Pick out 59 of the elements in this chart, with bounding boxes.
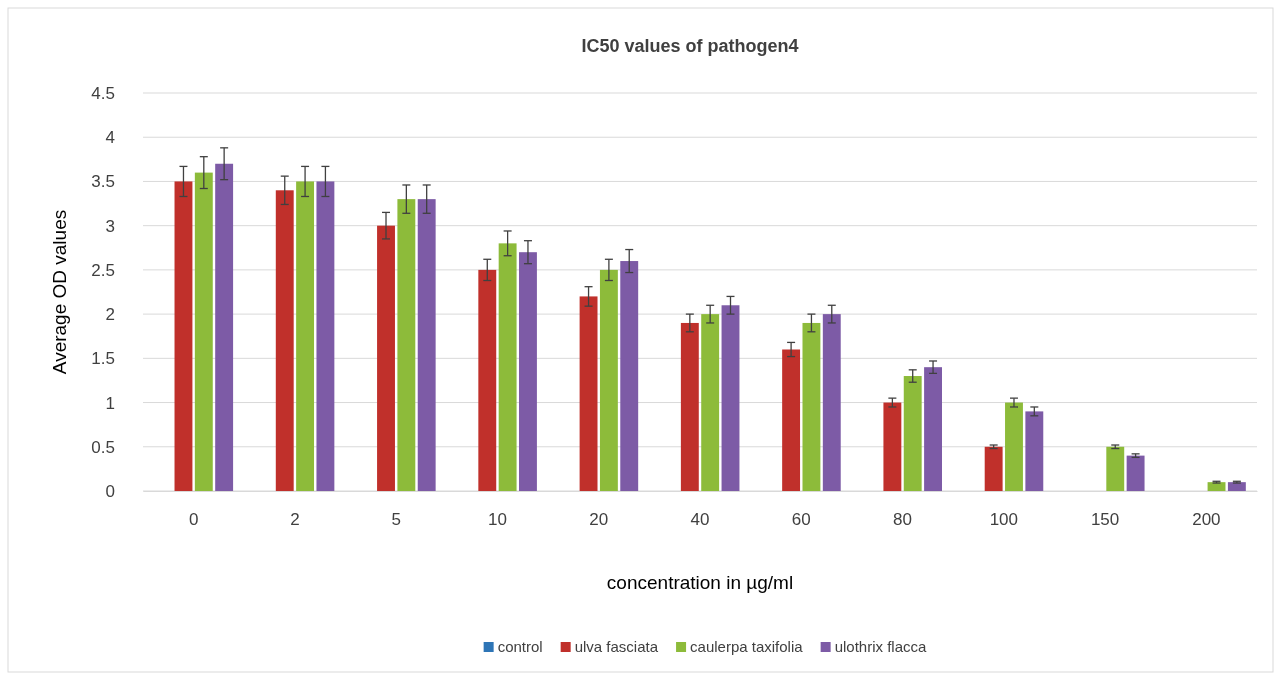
x-tick-label: 5	[391, 510, 401, 530]
chart-title: IC50 values of pathogen4	[581, 36, 799, 56]
bar	[1207, 482, 1226, 491]
bar	[519, 252, 537, 491]
bar	[903, 376, 922, 491]
x-tick-label: 200	[1192, 510, 1221, 530]
bar	[377, 225, 395, 491]
y-tick-label: 4.5	[91, 83, 115, 103]
bar	[1126, 455, 1145, 491]
bar	[802, 322, 821, 491]
y-tick-label: 0	[105, 481, 115, 501]
bar	[296, 181, 315, 491]
bar	[194, 172, 213, 491]
y-tick-label: 1.5	[91, 349, 115, 369]
legend-label: ulothrix flacca	[834, 638, 927, 655]
bar	[498, 243, 517, 491]
x-tick-label: 80	[893, 510, 913, 530]
bar	[417, 199, 436, 491]
bar	[397, 199, 416, 491]
bar	[721, 305, 740, 491]
x-tick-label: 150	[1090, 510, 1120, 530]
y-axis-title: Average OD values	[49, 209, 70, 375]
x-tick-label: 60	[791, 510, 811, 530]
bar	[215, 163, 234, 491]
legend-label: ulva fasciata	[574, 638, 659, 655]
y-tick-label: 2.5	[91, 260, 115, 280]
x-tick-label: 20	[589, 510, 609, 530]
x-tick-label: 40	[690, 510, 710, 530]
bar	[620, 261, 639, 491]
bar	[924, 367, 942, 491]
bar	[316, 181, 335, 491]
bar	[478, 269, 497, 491]
legend-label: caulerpa taxifolia	[690, 638, 804, 655]
y-tick-label: 3	[105, 216, 115, 236]
bar	[984, 446, 1003, 491]
bar	[701, 314, 720, 491]
bar	[599, 269, 618, 491]
y-tick-label: 2	[105, 305, 115, 325]
x-tick-label: 0	[188, 510, 199, 530]
bar	[822, 314, 841, 491]
x-axis-title: concentration in µg/ml	[606, 572, 794, 593]
bar	[1106, 446, 1125, 491]
bar	[782, 349, 801, 491]
y-tick-label: 1	[105, 393, 115, 413]
bar	[1005, 402, 1023, 491]
bar	[275, 190, 294, 491]
bar	[174, 181, 193, 491]
x-tick-label: 10	[487, 510, 507, 530]
x-tick-label: 2	[290, 510, 300, 530]
x-tick-label: 100	[989, 510, 1019, 530]
bar	[883, 402, 902, 491]
y-tick-label: 0.5	[91, 437, 115, 457]
bar	[680, 322, 699, 491]
y-tick-label: 3.5	[91, 172, 115, 192]
bar	[1227, 482, 1246, 491]
bar	[579, 296, 598, 491]
bar	[1025, 411, 1044, 491]
legend-label: control	[497, 638, 543, 655]
y-tick-label: 4	[105, 128, 115, 148]
